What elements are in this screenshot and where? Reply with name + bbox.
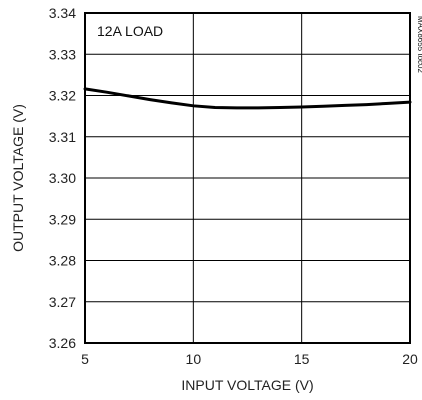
grid-lines (84, 12, 411, 344)
y-tick-label: 3.27 (49, 294, 76, 310)
plot-frame (84, 12, 411, 344)
x-axis-title: INPUT VOLTAGE (V) (181, 377, 313, 393)
figure-id-label: MAX8655 toc02 (416, 16, 422, 73)
x-tick-label: 10 (186, 351, 202, 367)
y-tick-label: 3.34 (49, 5, 76, 21)
x-tick-labels: 5 10 15 20 (81, 351, 418, 367)
y-tick-label: 3.30 (49, 170, 76, 186)
y-tick-label: 3.28 (49, 253, 76, 269)
y-tick-label: 3.32 (49, 88, 76, 104)
y-tick-labels: 3.26 3.27 3.28 3.29 3.30 3.31 3.32 3.33 3.34 (49, 5, 76, 351)
series-line (83, 87, 412, 110)
y-tick-label: 3.26 (49, 335, 76, 351)
x-tick-label: 20 (402, 351, 418, 367)
series-layer (83, 87, 412, 110)
y-tick-label: 3.31 (49, 129, 76, 145)
load-annotation: 12A LOAD (97, 23, 163, 39)
x-tick-label: 15 (294, 351, 310, 367)
y-axis-title: OUTPUT VOLTAGE (V) (10, 104, 26, 252)
y-tick-label: 3.29 (49, 211, 76, 227)
y-tick-label: 3.33 (49, 46, 76, 62)
x-tick-label: 5 (81, 351, 89, 367)
